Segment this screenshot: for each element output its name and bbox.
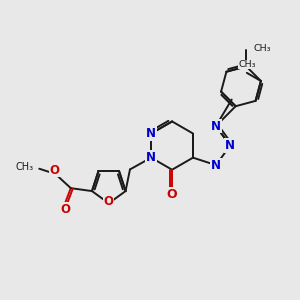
Text: N: N xyxy=(211,159,221,172)
Text: CH₃: CH₃ xyxy=(16,162,34,172)
Text: O: O xyxy=(50,164,60,177)
Text: CH₃: CH₃ xyxy=(238,60,256,69)
Text: O: O xyxy=(104,195,114,208)
Text: N: N xyxy=(211,120,221,133)
Text: O: O xyxy=(167,188,177,201)
Text: O: O xyxy=(60,203,70,216)
Text: N: N xyxy=(225,139,235,152)
Text: CH₃: CH₃ xyxy=(254,44,271,53)
Text: N: N xyxy=(146,127,156,140)
Text: N: N xyxy=(146,151,156,164)
